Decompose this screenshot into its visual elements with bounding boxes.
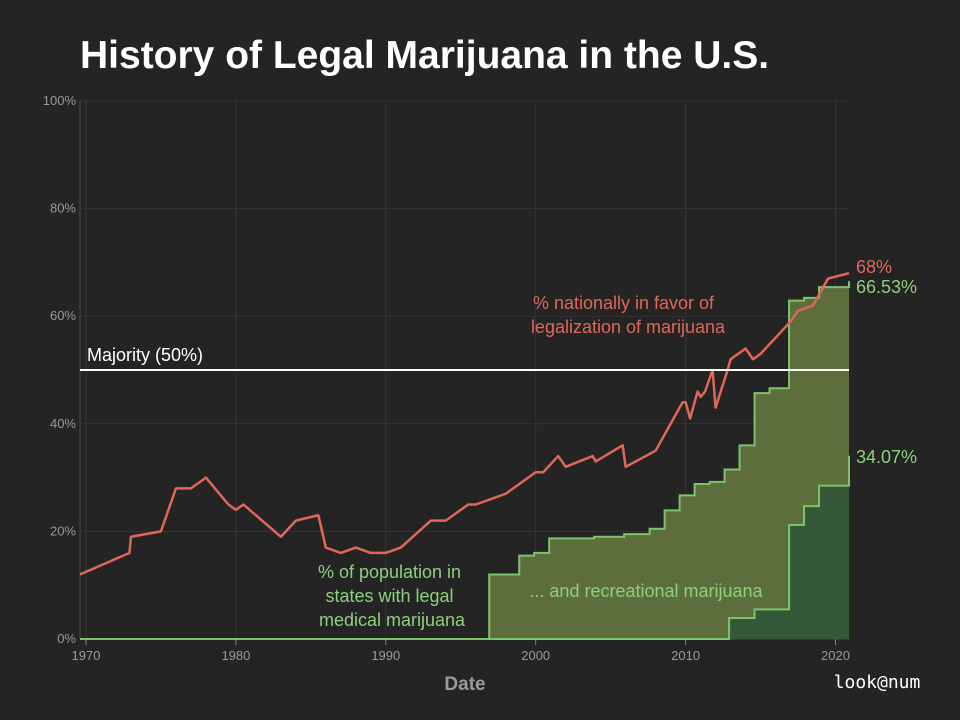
x-tick-label-2020: 2020	[821, 648, 850, 663]
annotation-favor-line-1: % nationally in favor of	[533, 293, 715, 313]
series-areas	[80, 281, 850, 640]
annotation-recreational-line-1: ... and recreational marijuana	[529, 581, 763, 601]
annotation-medical-line-2: states with legal	[325, 586, 453, 606]
line-recreational	[80, 455, 850, 640]
chart-title: History of Legal Marijuana in the U.S.	[80, 34, 769, 77]
y-tick-label-0: 0%	[57, 631, 76, 646]
x-axis-title: Date	[444, 674, 485, 695]
tick-labels: 0% 20% 40% 60% 80% 100% 1970 1980 1990 2000 2010 20…	[43, 93, 850, 663]
y-tick-label-80: 80%	[50, 201, 76, 216]
end-label-recreational: 34.07%	[856, 447, 917, 467]
y-tick-label-100: 100%	[43, 93, 77, 108]
majority-line-label: Majority (50%)	[87, 345, 203, 365]
area-recreational	[80, 455, 849, 639]
end-label-medical: 66.53%	[856, 277, 917, 297]
x-tick-label-2010: 2010	[671, 648, 700, 663]
line-favor	[79, 271, 850, 576]
annotation-medical-line-1: % of population in	[318, 562, 461, 582]
y-tick-label-40: 40%	[50, 416, 76, 431]
x-tick-label-2000: 2000	[521, 648, 550, 663]
majority-line-group: Majority (50%)	[80, 345, 849, 371]
end-label-favor: 68%	[856, 257, 892, 277]
x-tick-label-1970: 1970	[72, 648, 101, 663]
x-tick-label-1980: 1980	[221, 648, 250, 663]
series-lines	[79, 271, 850, 576]
area-medical	[80, 281, 849, 639]
annotation-recreational: ... and recreational marijuana	[529, 581, 763, 601]
annotation-favor: % nationally in favor of legalization of…	[531, 293, 726, 337]
line-medical	[80, 281, 850, 640]
y-tick-label-20: 20%	[50, 523, 76, 538]
annotation-favor-line-2: legalization of marijuana	[531, 317, 726, 337]
annotation-medical: % of population in states with legal med…	[318, 562, 466, 630]
x-tick-label-1990: 1990	[371, 648, 400, 663]
y-tick-label-60: 60%	[50, 308, 76, 323]
brand-watermark: look@num	[834, 672, 921, 693]
annotation-medical-line-3: medical marijuana	[319, 610, 466, 630]
